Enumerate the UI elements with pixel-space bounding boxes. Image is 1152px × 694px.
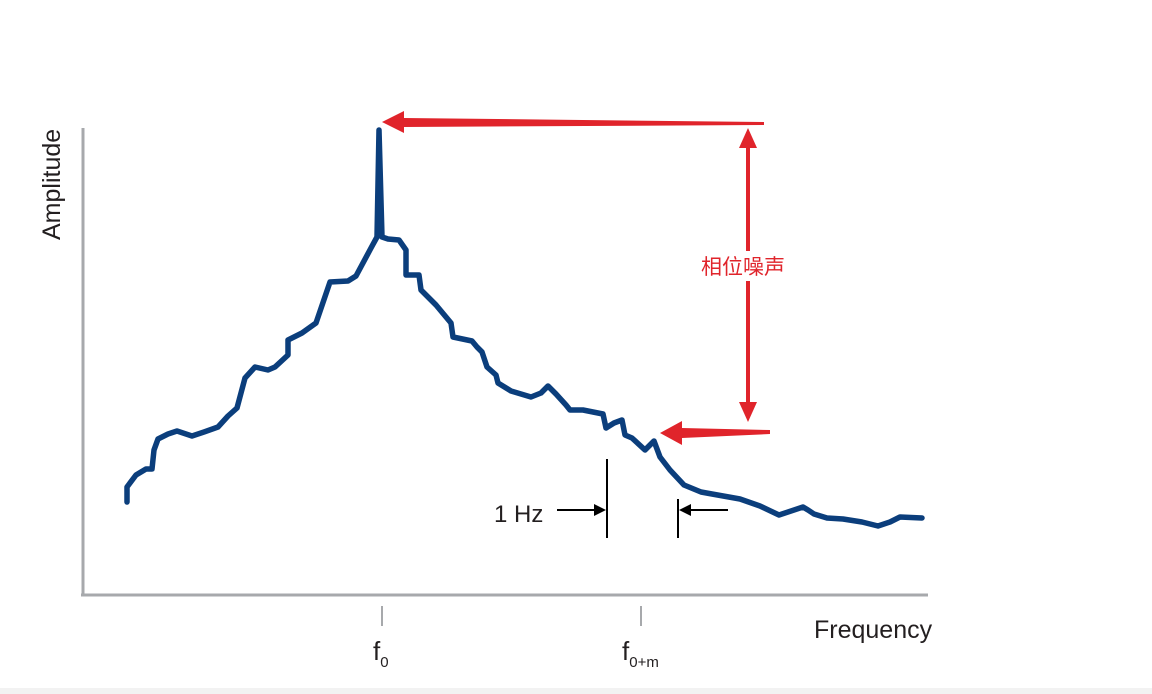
bandwidth-label: 1 Hz: [494, 501, 543, 528]
tick-label-f0m-main: f: [622, 636, 630, 666]
phase-noise-annotation: 相位噪声: [382, 111, 796, 445]
tick-label-f0-sub: 0: [380, 654, 388, 671]
vertical-span-top-head: [739, 128, 757, 148]
annotation-label-bg: [700, 251, 796, 281]
noise-arrow: [660, 421, 770, 445]
x-axis-label: Frequency: [814, 616, 933, 644]
tick-label-f0m-sub: 0+m: [629, 654, 659, 671]
bandwidth-marker: 1 Hz: [494, 459, 728, 538]
y-axis-label: Amplitude: [38, 129, 66, 240]
bottom-strip: [0, 688, 1152, 694]
annotation-label: 相位噪声: [701, 255, 785, 279]
tick-label-f0-main: f: [373, 636, 381, 666]
vertical-span-bottom-head: [739, 402, 757, 422]
spectrum-curve: [124, 127, 925, 529]
bandwidth-right-arrowhead: [679, 504, 691, 516]
tick-label-f0m: f0+m: [622, 636, 659, 671]
bandwidth-left-arrowhead: [594, 504, 606, 516]
tick-label-f0: f0: [373, 636, 389, 671]
carrier-arrow: [382, 111, 764, 133]
